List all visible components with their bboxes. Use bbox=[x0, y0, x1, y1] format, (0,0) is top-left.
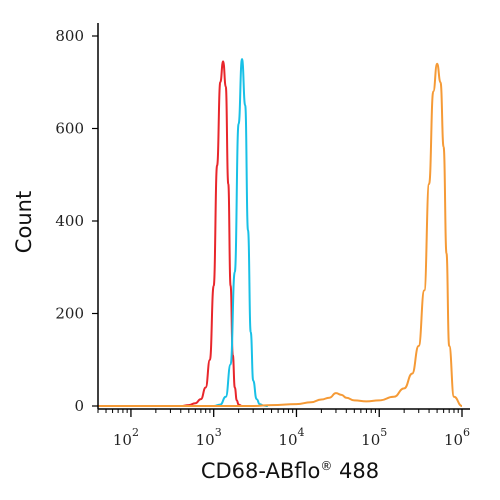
x-tick-label-exponent: 4 bbox=[298, 426, 305, 439]
x-tick-label-base: 10 bbox=[444, 431, 463, 449]
x-axis-label-superscript: ® bbox=[320, 459, 332, 473]
plot-area bbox=[98, 23, 470, 408]
series-layer bbox=[98, 58, 463, 408]
x-axis-label: CD68-ABflo® 488 bbox=[201, 459, 379, 483]
x-tick-label: 103 bbox=[196, 426, 222, 449]
y-ticks: 0 200 400 600 800 bbox=[55, 27, 98, 415]
x-tick-label-base: 10 bbox=[196, 431, 215, 449]
x-tick-label-exponent: 2 bbox=[132, 426, 139, 439]
y-tick-label: 0 bbox=[74, 397, 84, 415]
series-3-line bbox=[98, 62, 463, 408]
x-tick-label: 105 bbox=[361, 426, 387, 449]
y-tick-label: 400 bbox=[55, 212, 84, 230]
x-tick-label-exponent: 3 bbox=[215, 426, 222, 439]
y-axis-label: Count bbox=[12, 191, 36, 253]
y-tick-label: 800 bbox=[55, 27, 84, 45]
y-tick-label: 200 bbox=[55, 305, 84, 323]
x-tick-label-base: 10 bbox=[278, 431, 297, 449]
series-2-line bbox=[213, 58, 268, 407]
x-ticks: 102 103 104 105 106 bbox=[97, 409, 470, 449]
x-axis-label-suffix: 488 bbox=[332, 459, 379, 483]
y-tick-label: 600 bbox=[55, 120, 84, 138]
x-tick-label-base: 10 bbox=[361, 431, 380, 449]
x-axis-label-main: CD68-ABflo bbox=[201, 459, 321, 483]
x-tick-label-exponent: 5 bbox=[380, 426, 387, 439]
x-tick-label: 104 bbox=[278, 426, 304, 449]
series-1-line bbox=[98, 60, 248, 408]
x-tick-label: 106 bbox=[444, 426, 470, 449]
x-tick-label: 102 bbox=[113, 426, 139, 449]
x-tick-label-exponent: 6 bbox=[463, 426, 470, 439]
x-tick-label-base: 10 bbox=[113, 431, 132, 449]
